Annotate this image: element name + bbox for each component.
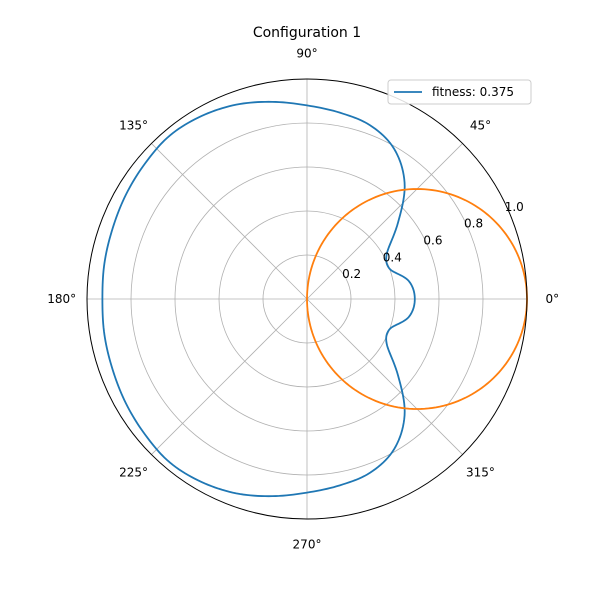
theta-tick-label-5: 225°	[119, 465, 148, 479]
chart-title: Configuration 1	[253, 25, 361, 41]
legend-entry-0: fitness: 0.375	[432, 85, 514, 99]
theta-tick-label-3: 135°	[119, 119, 148, 133]
theta-tick-label-0: 0°	[545, 292, 559, 306]
r-tick-label-4: 1.0	[505, 200, 524, 214]
r-tick-label-0: 0.2	[342, 267, 361, 281]
theta-tick-label-2: 90°	[296, 47, 317, 61]
theta-tick-label-7: 315°	[466, 465, 495, 479]
polar-frame	[86, 78, 528, 520]
r-tick-label-1: 0.4	[383, 250, 402, 264]
theta-grid-line-1	[306, 143, 463, 300]
theta-grid-line-7	[306, 298, 463, 455]
theta-grid-line-3	[151, 143, 308, 300]
legend: fitness: 0.375	[387, 79, 532, 105]
polar-grid	[87, 79, 527, 519]
r-tick-label-2: 0.6	[423, 233, 442, 247]
theta-tick-label-1: 45°	[470, 119, 491, 133]
theta-tick-labels: 0° 45° 90° 135° 180° 225° 270° 315°	[47, 47, 559, 552]
legend-box	[387, 79, 532, 105]
theta-grid-line-5	[151, 298, 308, 455]
theta-tick-label-6: 270°	[293, 537, 322, 551]
r-tick-labels: 0.2 0.4 0.6 0.8 1.0	[342, 200, 524, 281]
series-line-0	[101, 100, 416, 498]
r-tick-label-3: 0.8	[464, 217, 483, 231]
polar-spine	[86, 78, 528, 520]
theta-tick-label-4: 180°	[47, 292, 76, 306]
